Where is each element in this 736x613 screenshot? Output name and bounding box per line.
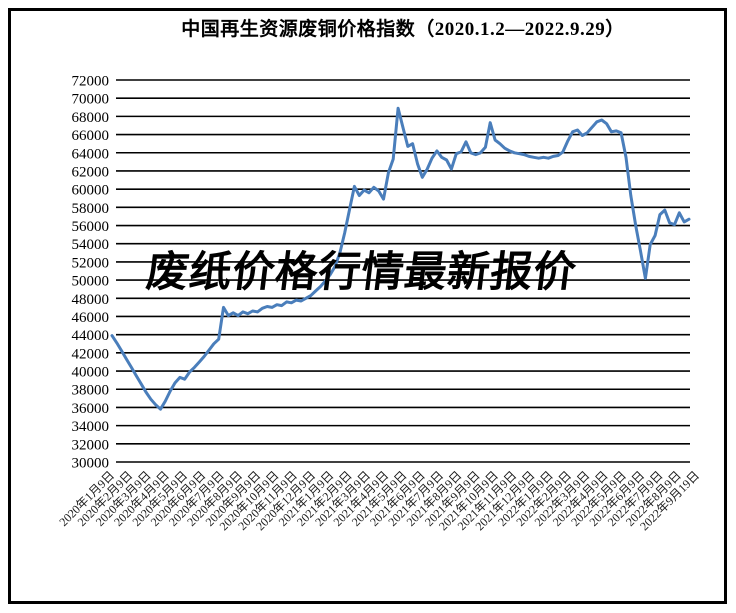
price-index-line: [110, 106, 691, 411]
y-axis-tick-label: 48000: [72, 292, 110, 308]
y-axis-tick-label: 56000: [72, 219, 110, 235]
y-axis-tick-label: 42000: [72, 346, 110, 362]
chart-title: 中国再生资源废铜价格指数（2020.1.2—2022.9.29）: [181, 19, 625, 40]
y-axis-tick-label: 54000: [72, 237, 110, 253]
y-axis-tick-label: 62000: [72, 164, 110, 180]
y-axis-tick-label: 30000: [72, 456, 110, 472]
y-axis-tick-label: 70000: [72, 92, 110, 108]
y-axis-tick-label: 40000: [72, 365, 110, 381]
y-axis-tick-label: 50000: [72, 274, 110, 290]
y-axis-tick-label: 34000: [72, 419, 110, 435]
y-axis-tick-label: 32000: [72, 437, 110, 453]
y-axis-tick-label: 72000: [72, 74, 110, 90]
y-axis-tick-label: 58000: [72, 201, 110, 217]
y-axis-tick-label: 60000: [72, 183, 110, 199]
y-axis-tick-label: 36000: [72, 401, 110, 417]
y-axis-tick-label: 66000: [72, 128, 110, 144]
y-axis-tick-label: 38000: [72, 383, 110, 399]
y-axis-tick-label: 64000: [72, 146, 110, 162]
y-axis-tick-label: 68000: [72, 110, 110, 126]
watermark-text: 废纸价格行情最新报价: [143, 247, 580, 296]
y-axis-tick-label: 46000: [72, 310, 110, 326]
y-axis-tick-label: 52000: [72, 255, 110, 271]
chart-frame: [8, 8, 727, 604]
y-axis-tick-label: 44000: [72, 328, 110, 344]
